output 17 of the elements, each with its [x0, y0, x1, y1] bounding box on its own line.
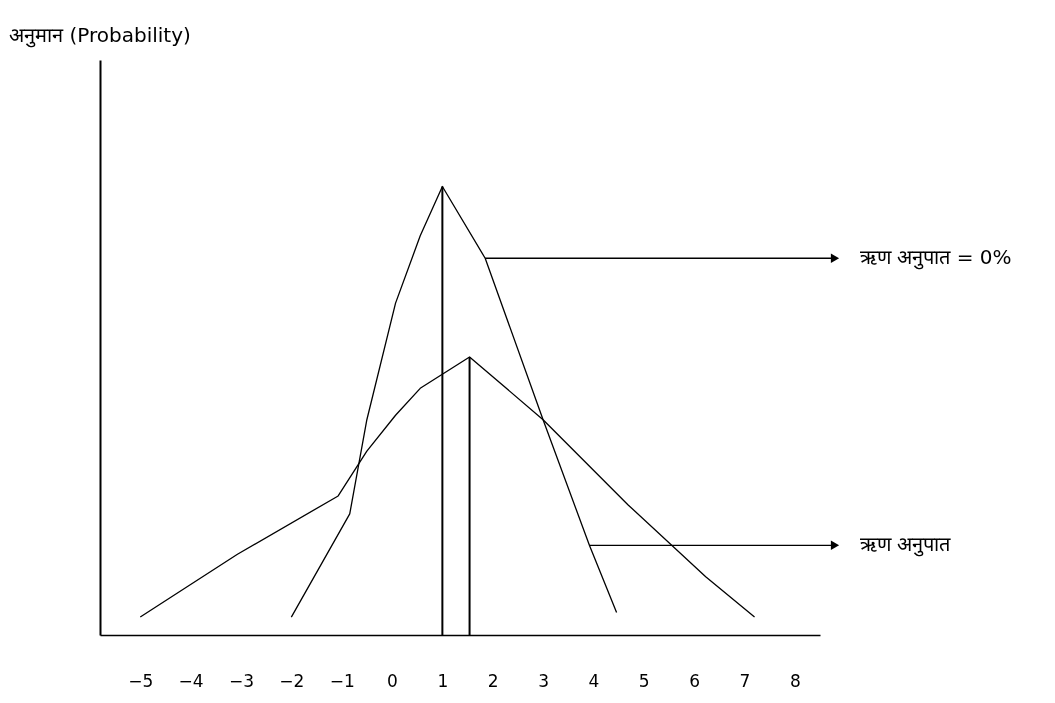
x-tick-label: 5	[638, 670, 650, 691]
x-tick-label: 0	[387, 670, 398, 691]
x-tick-label: 7	[739, 670, 751, 691]
x-tick-label: −2	[279, 670, 305, 691]
x-tick-label: −5	[128, 670, 154, 691]
text: अनुमान (Probability)	[9, 23, 191, 48]
x-tick-label: 8	[789, 670, 801, 691]
x-tick-label: −1	[329, 670, 355, 691]
x-tick-label: 6	[689, 670, 701, 691]
x-tick-label: −3	[228, 670, 255, 691]
annotation: ऋण अनुपात = 0%	[860, 245, 1012, 271]
x-tick-label: −4	[178, 670, 204, 691]
x-tick-label: 3	[538, 670, 549, 691]
annotation: ऋण अनुपात	[860, 532, 952, 558]
x-tick-label: 2	[487, 670, 499, 691]
x-tick-label: 1	[437, 670, 449, 691]
x-tick-label: 4	[588, 670, 600, 691]
